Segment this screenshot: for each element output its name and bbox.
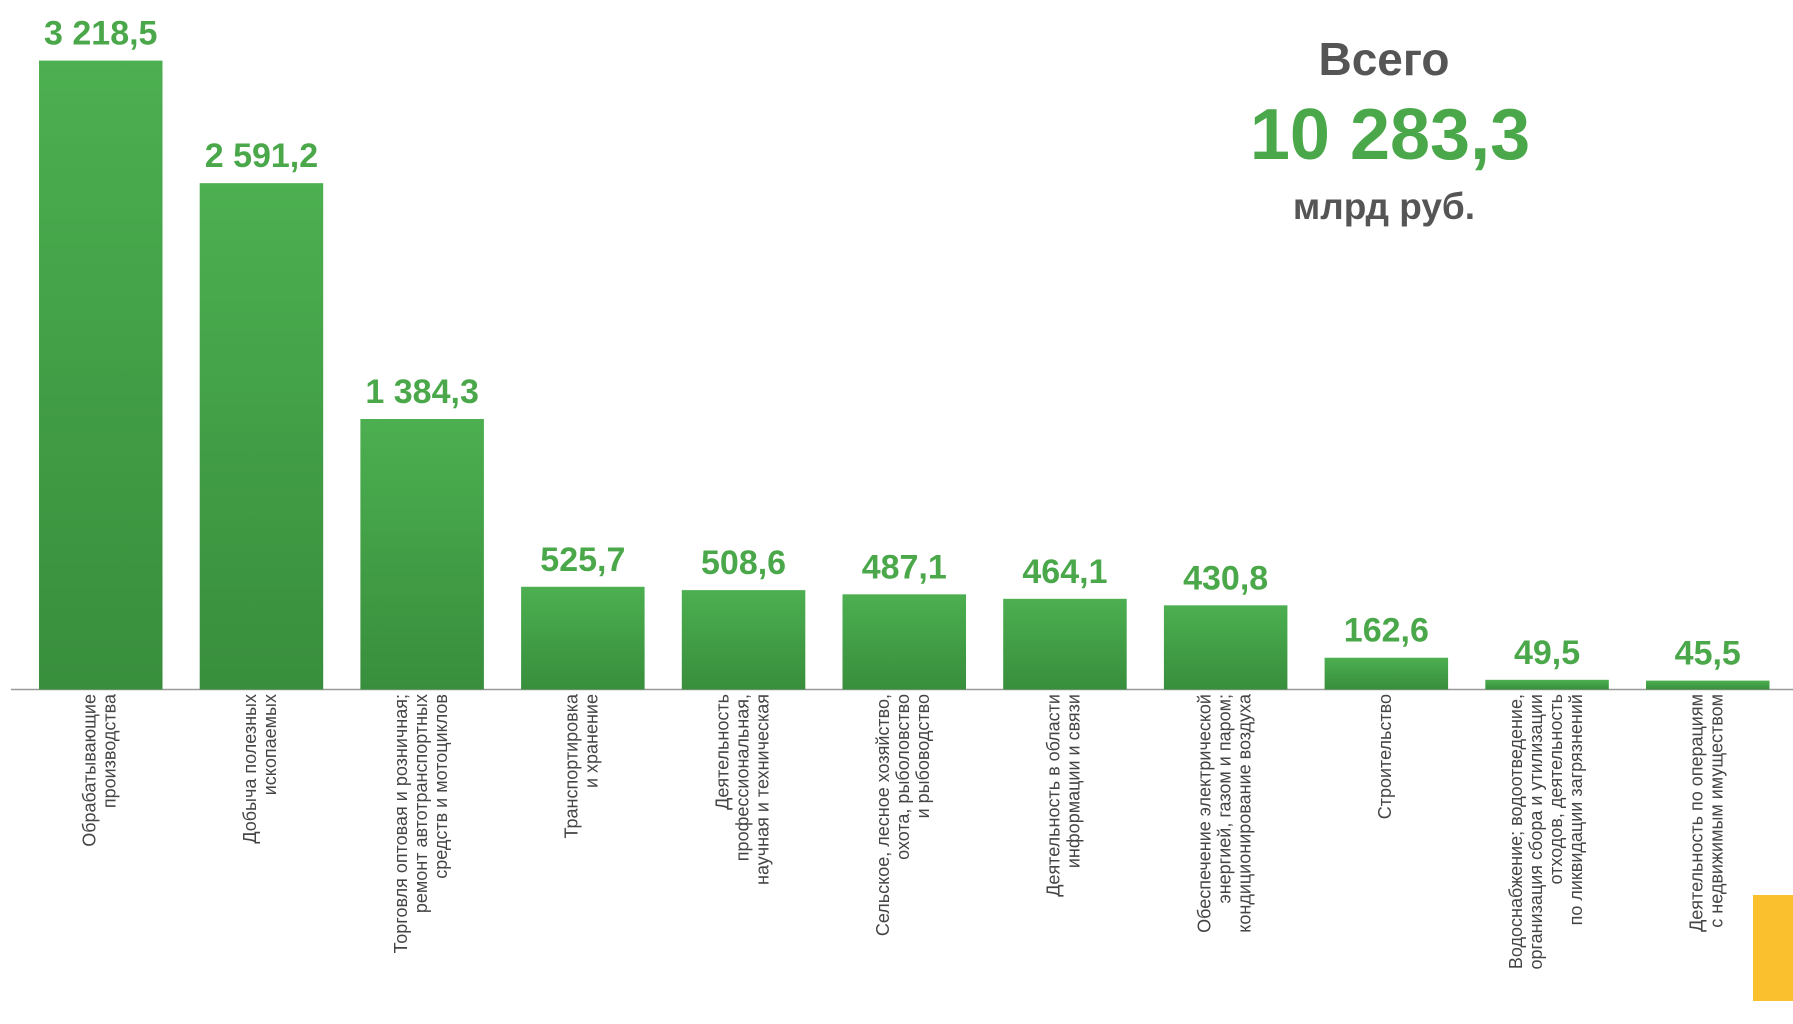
value-label: 430,8 (1183, 559, 1268, 597)
category-label: организация сбора и утилизации (1526, 694, 1546, 970)
bar (842, 594, 966, 690)
category-label: Обрабатывающие (80, 694, 100, 847)
bar (360, 419, 484, 690)
total-value: 10 283,3 (1250, 95, 1530, 175)
value-label: 3 218,5 (44, 15, 157, 53)
value-label: 49,5 (1514, 634, 1580, 672)
category-label: отходов, деятельность (1546, 694, 1566, 885)
category-label: Сельское, лесное хозяйство, (873, 694, 893, 936)
value-label: 2 591,2 (205, 137, 318, 175)
category-label: Добыча полезных (240, 694, 260, 844)
category-label: по ликвидации загрязнений (1566, 694, 1586, 925)
category-label: Торговля оптовая и розничная; (391, 694, 411, 953)
category-label: научная и техническая (752, 694, 772, 885)
bar (1163, 605, 1288, 690)
category-label: с недвижимым имуществом (1707, 694, 1727, 928)
category-label: ископаемых (260, 694, 280, 795)
category-label: информации и связи (1064, 694, 1084, 868)
bar (1003, 598, 1127, 690)
bar (521, 586, 645, 690)
bar (1324, 657, 1449, 690)
category-label: Транспортировка (562, 693, 582, 838)
category-label: Деятельность (712, 694, 732, 810)
bar (681, 590, 806, 690)
category-label: энергией, газом и паром; (1214, 694, 1234, 903)
category-label: профессиональная, (732, 694, 752, 861)
value-label: 487,1 (862, 548, 947, 586)
value-label: 508,6 (701, 544, 786, 582)
category-label: Деятельность в области (1044, 694, 1064, 897)
bar (1646, 680, 1770, 690)
bar (199, 183, 324, 690)
total-unit: млрд руб. (1293, 186, 1475, 227)
bar (39, 60, 163, 690)
value-label: 45,5 (1675, 635, 1741, 673)
category-label: средств и мотоциклов (431, 694, 451, 879)
category-label: ремонт автотранспортных (411, 694, 431, 913)
category-label: Строительство (1375, 694, 1395, 819)
value-label: 464,1 (1022, 553, 1107, 591)
value-label: 1 384,3 (365, 373, 478, 411)
decor-tab (1753, 895, 1793, 1001)
value-label: 525,7 (540, 541, 625, 579)
category-label: Водоснабжение; водоотведение, (1506, 694, 1526, 969)
category-label: производства (100, 693, 120, 808)
category-label: кондиционирование воздуха (1234, 693, 1254, 933)
category-label: и хранение (582, 694, 602, 788)
category-label: Обеспечение электрической (1194, 694, 1214, 933)
value-label: 162,6 (1344, 612, 1429, 650)
bar (1485, 679, 1609, 690)
category-label: Деятельность по операциям (1687, 694, 1707, 932)
category-label: охота, рыболовство (893, 694, 913, 860)
total-title: Всего (1318, 33, 1449, 85)
category-label: и рыбоводство (913, 694, 933, 818)
